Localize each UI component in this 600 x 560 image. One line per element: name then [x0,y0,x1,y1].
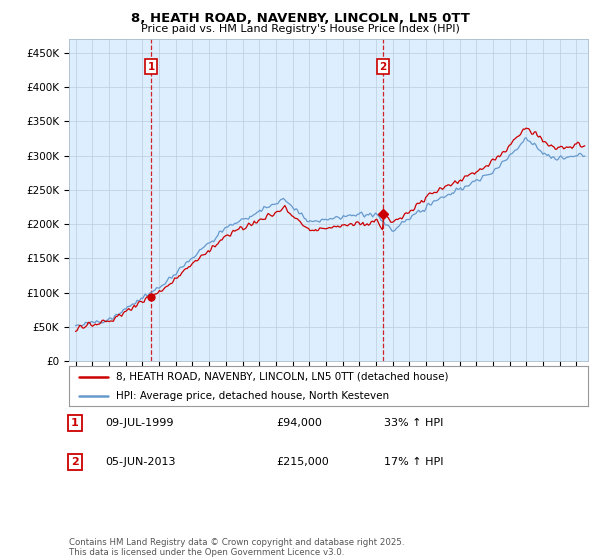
Text: 2: 2 [380,62,387,72]
Text: 17% ↑ HPI: 17% ↑ HPI [384,457,443,467]
Text: £215,000: £215,000 [276,457,329,467]
Text: 8, HEATH ROAD, NAVENBY, LINCOLN, LN5 0TT (detached house): 8, HEATH ROAD, NAVENBY, LINCOLN, LN5 0TT… [116,372,448,382]
Text: Price paid vs. HM Land Registry's House Price Index (HPI): Price paid vs. HM Land Registry's House … [140,24,460,34]
Text: 1: 1 [148,62,155,72]
Text: 2: 2 [71,457,79,467]
Text: 05-JUN-2013: 05-JUN-2013 [105,457,176,467]
Text: £94,000: £94,000 [276,418,322,428]
Text: 09-JUL-1999: 09-JUL-1999 [105,418,173,428]
Text: 8, HEATH ROAD, NAVENBY, LINCOLN, LN5 0TT: 8, HEATH ROAD, NAVENBY, LINCOLN, LN5 0TT [131,12,469,25]
Text: 1: 1 [71,418,79,428]
Text: 33% ↑ HPI: 33% ↑ HPI [384,418,443,428]
Text: Contains HM Land Registry data © Crown copyright and database right 2025.
This d: Contains HM Land Registry data © Crown c… [69,538,404,557]
Text: HPI: Average price, detached house, North Kesteven: HPI: Average price, detached house, Nort… [116,390,389,400]
